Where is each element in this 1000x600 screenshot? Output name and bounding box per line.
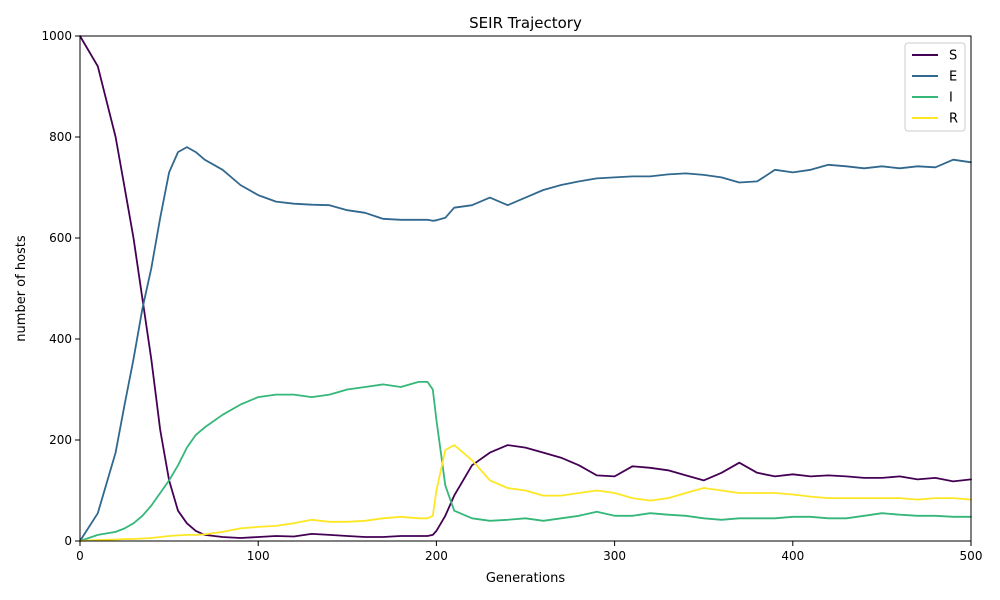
x-tick-label: 300 — [603, 549, 626, 563]
x-tick-label: 500 — [960, 549, 983, 563]
y-tick-label: 400 — [49, 332, 72, 346]
legend-label-I: I — [949, 91, 953, 106]
y-tick-label: 0 — [64, 534, 72, 548]
series-line-E — [79, 146, 972, 542]
y-tick-label: 800 — [49, 130, 72, 144]
legend-label-E: E — [949, 70, 957, 85]
x-axis-label: Generations — [486, 571, 566, 586]
y-axis-label: number of hosts — [14, 235, 29, 342]
y-tick-label: 200 — [49, 433, 72, 447]
legend-label-R: R — [949, 112, 958, 127]
x-tick-label: 200 — [425, 549, 448, 563]
y-axis-ticks: 0 200 400 600 800 1000 — [41, 29, 80, 548]
plot-frame — [79, 35, 972, 542]
legend-frame — [904, 42, 966, 132]
chart-title: SEIR Trajectory — [469, 14, 582, 32]
legend-label-S: S — [949, 49, 957, 64]
x-tick-label: 400 — [781, 549, 804, 563]
legend: SEIR — [904, 42, 966, 132]
series-line-R — [79, 444, 972, 542]
x-axis-ticks: 0 100 200 300 400 500 — [76, 541, 982, 563]
series-line-I — [79, 380, 972, 542]
y-tick-label: 1000 — [41, 29, 72, 43]
series-line-S — [79, 35, 972, 539]
series-layer — [79, 35, 972, 542]
x-tick-label: 0 — [76, 549, 84, 563]
y-tick-label: 600 — [49, 231, 72, 245]
x-tick-label: 100 — [247, 549, 270, 563]
legend-items: SEIR — [912, 49, 958, 127]
